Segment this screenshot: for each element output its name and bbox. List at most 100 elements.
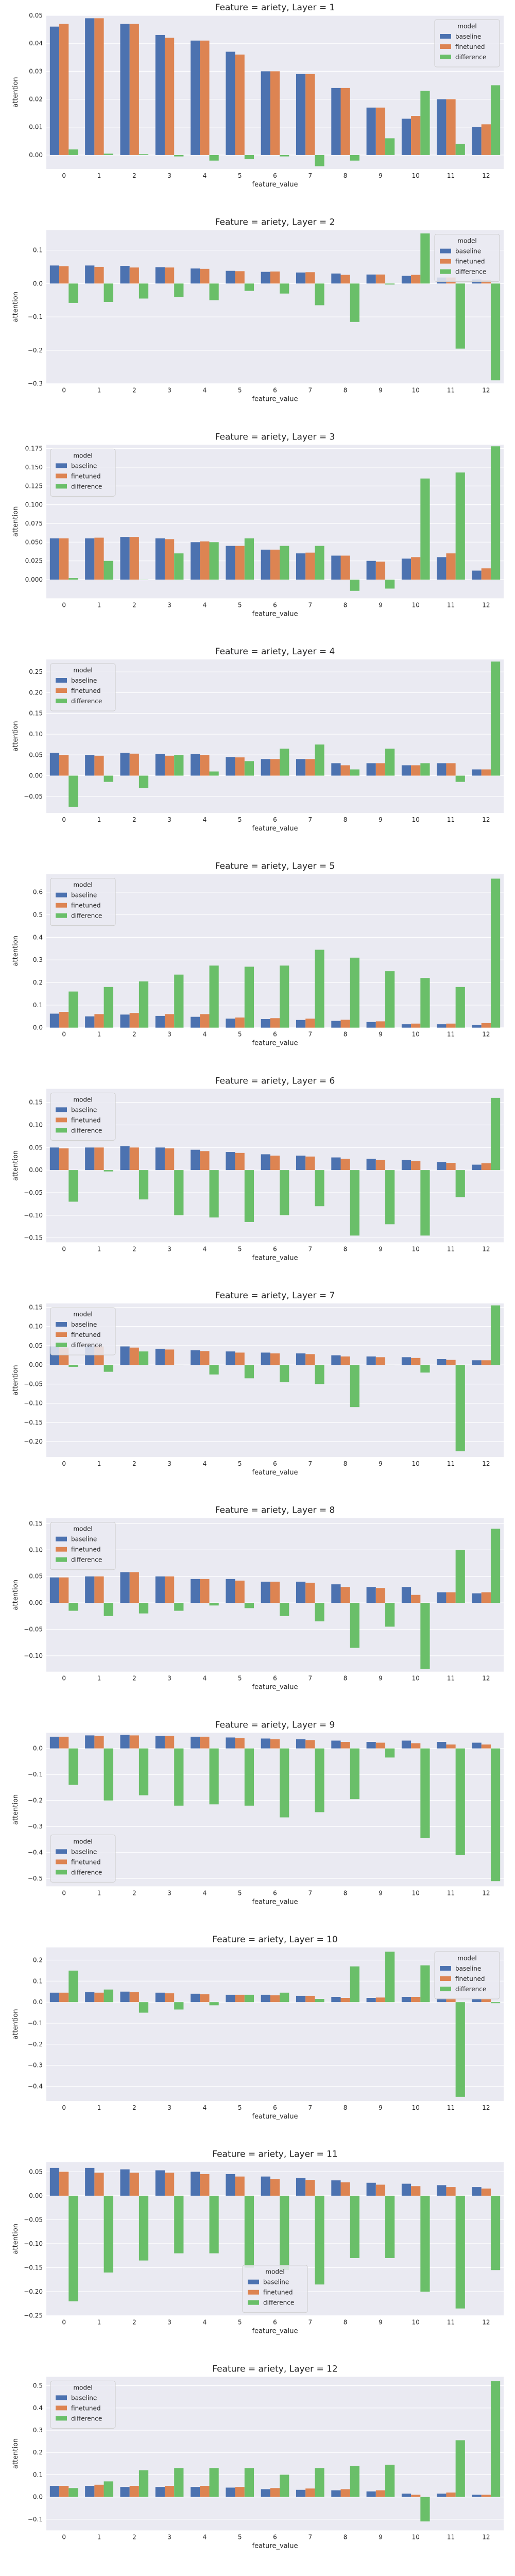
bar-finetuned: [411, 2495, 421, 2497]
x-tick-label: 10: [412, 1460, 420, 1467]
bar-difference: [490, 1097, 501, 1171]
bar-baseline: [437, 1998, 447, 2003]
x-tick-label: 3: [167, 601, 171, 608]
bar-baseline: [331, 555, 341, 580]
bar-finetuned: [375, 763, 386, 776]
bar-baseline: [85, 2485, 95, 2497]
bar-finetuned: [411, 2186, 421, 2196]
bar-baseline: [472, 1593, 482, 1603]
x-tick-label: 10: [412, 387, 420, 394]
legend-label: difference: [71, 2415, 102, 2422]
bar-difference: [490, 662, 501, 776]
bar-difference: [174, 2468, 184, 2497]
y-tick-label: −0.3: [28, 1823, 43, 1830]
x-tick-label: 2: [132, 601, 136, 608]
bar-baseline: [401, 1160, 411, 1171]
bar-difference: [490, 2195, 501, 2270]
bar-baseline: [331, 1740, 341, 1749]
legend-label: difference: [71, 483, 102, 490]
bar-difference: [490, 1529, 501, 1603]
bar-difference: [455, 987, 465, 1028]
bar-difference: [174, 1170, 184, 1215]
bar-difference: [455, 2440, 465, 2497]
bar-finetuned: [481, 1163, 491, 1171]
x-tick-label: 5: [238, 816, 242, 823]
bar-difference: [280, 749, 289, 776]
legend-swatch: [56, 2416, 67, 2421]
y-tick-label: 0.05: [29, 1573, 43, 1580]
bar-baseline: [120, 1014, 130, 1028]
y-tick-label: 0.00: [29, 772, 43, 779]
bar-baseline: [191, 754, 200, 776]
bar-baseline: [437, 1742, 447, 1749]
bar-difference: [174, 1603, 184, 1611]
bar-difference: [280, 1992, 289, 2003]
bar-difference: [385, 1603, 395, 1627]
bar-difference: [104, 283, 113, 302]
y-tick-label: −0.05: [24, 1380, 43, 1387]
bar-baseline: [261, 759, 270, 776]
bar-finetuned: [446, 1592, 456, 1603]
y-tick-label: 0.0: [33, 1745, 43, 1752]
x-tick-label: 0: [62, 1460, 66, 1467]
legend-label: finetuned: [71, 1116, 100, 1124]
bar-baseline: [49, 1736, 60, 1749]
x-tick-label: 6: [273, 387, 277, 394]
bar-baseline: [296, 1156, 306, 1171]
x-tick-label: 11: [447, 2104, 455, 2111]
y-tick-label: 0.04: [29, 40, 43, 47]
bar-finetuned: [94, 2484, 104, 2497]
x-tick-label: 9: [379, 2533, 383, 2540]
bar-finetuned: [411, 1161, 421, 1171]
bar-difference: [490, 1305, 501, 1365]
y-tick-label: −0.1: [28, 313, 43, 320]
bar-baseline: [261, 1738, 270, 1749]
bar-baseline: [155, 2487, 165, 2497]
chart-panel: Feature = ariety, Layer = 1 0.00 0.01 0.02 0…: [12, 3, 504, 189]
bar-difference: [350, 1966, 359, 2003]
bar-baseline: [226, 1994, 235, 2003]
x-tick-label: 6: [273, 172, 277, 179]
bar-baseline: [437, 763, 447, 776]
bar-finetuned: [59, 24, 69, 155]
legend-swatch: [440, 44, 451, 49]
x-tick-label: 7: [308, 601, 312, 608]
x-tick-label: 4: [203, 1245, 207, 1252]
bar-difference: [350, 579, 359, 591]
legend-label: baseline: [71, 2394, 97, 2401]
bar-finetuned: [235, 1738, 245, 1749]
y-tick-label: −0.10: [24, 1652, 43, 1659]
y-tick-label: 0.025: [25, 557, 43, 565]
bar-baseline: [120, 1572, 130, 1603]
bar-baseline: [401, 1024, 411, 1028]
x-tick-label: 3: [167, 172, 171, 179]
bar-finetuned: [340, 1742, 350, 1749]
bar-finetuned: [270, 1739, 280, 1749]
bar-finetuned: [129, 1992, 139, 2003]
bar-difference: [174, 283, 184, 297]
legend-label: difference: [71, 912, 102, 920]
x-tick-label: 8: [344, 601, 348, 608]
legend-label: baseline: [71, 1536, 97, 1543]
bar-baseline: [85, 1016, 95, 1028]
bar-baseline: [401, 1740, 411, 1749]
x-tick-label: 7: [308, 2533, 312, 2540]
bar-baseline: [49, 26, 60, 155]
bar-baseline: [472, 2495, 482, 2497]
bar-difference: [68, 2488, 78, 2497]
legend-label: baseline: [71, 1321, 97, 1328]
bar-finetuned: [481, 1592, 491, 1603]
x-tick-label: 6: [273, 2104, 277, 2111]
legend-title: model: [457, 23, 476, 30]
x-tick-label: 8: [344, 387, 348, 394]
bar-baseline: [437, 2185, 447, 2196]
legend-label: finetuned: [455, 1975, 485, 1982]
bar-baseline: [366, 763, 376, 776]
x-tick-label: 9: [379, 1889, 383, 1896]
bar-difference: [209, 965, 219, 1028]
bar-difference: [350, 2195, 359, 2258]
x-tick-label: 1: [97, 816, 101, 823]
bar-difference: [455, 1365, 465, 1451]
bar-finetuned: [129, 537, 139, 580]
plot-area: [46, 659, 504, 814]
